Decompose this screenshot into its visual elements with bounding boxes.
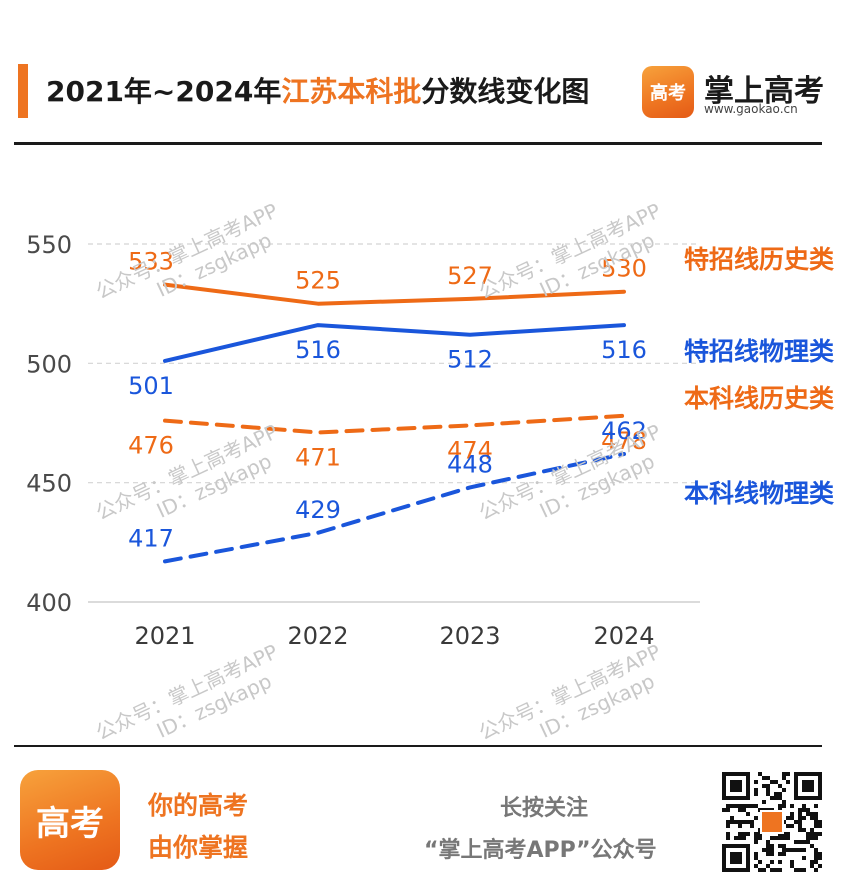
legend-label: 本科线物理类 [684,479,835,508]
data-label: 525 [295,267,341,295]
data-label: 533 [128,248,174,276]
data-label: 516 [295,336,341,364]
slogan-line2: 由你掌握 [148,833,249,862]
brand: 高考 掌上高考 www.gaokao.cn [642,66,828,120]
data-label: 476 [128,432,174,460]
follow-prompt: 长按关注 [500,796,589,821]
brand-name: 掌上高考 [704,74,824,109]
y-tick-label: 400 [26,589,72,617]
y-tick-label: 500 [26,350,72,378]
data-label: 512 [447,346,493,374]
score-line-chart: 533 525 527 530 501 516 512 516 476 471 474 478 417 4… [26,231,835,650]
series-line [163,452,626,564]
data-label: 478 [601,427,647,455]
brand-logo-icon: 高考 [642,66,694,118]
y-tick-label: 450 [26,470,72,498]
x-tick-label: 2021 [134,622,195,650]
app-logo-icon: 高考 [20,770,120,870]
footer-divider [14,745,822,747]
data-label: 474 [447,436,493,464]
data-label: 530 [601,255,647,283]
legend-label: 特招线物理类 [684,337,835,366]
x-tick-label: 2024 [593,622,654,650]
data-label: 516 [601,336,647,364]
page-title: 2021年~2024年江苏本科批分数线变化图 [46,70,589,110]
title-highlight: 江苏本科批 [281,75,422,108]
data-label: 417 [128,524,174,552]
title-accent-bar [18,64,28,118]
data-label: 527 [447,262,493,290]
title-suffix: 分数线变化图 [421,75,590,108]
data-label: 462 [601,417,647,445]
y-tick-label: 550 [26,231,72,259]
series-line [163,323,626,363]
series-line [163,282,626,306]
data-label: 471 [295,444,341,472]
series-line [163,413,626,435]
x-tick-label: 2022 [287,622,348,650]
qr-code-icon[interactable] [722,772,822,872]
follow-account: “掌上高考APP”公众号 [424,838,657,863]
legend-label: 本科线历史类 [684,384,835,413]
data-label: 501 [128,372,174,400]
header-divider [14,142,822,145]
data-label: 448 [447,450,493,478]
data-label: 429 [295,496,341,524]
legend-label: 特招线历史类 [684,245,835,274]
x-tick-label: 2023 [439,622,500,650]
slogan-line1: 你的高考 [148,791,249,820]
title-prefix: 2021年~2024年 [46,75,282,108]
brand-url: www.gaokao.cn [704,102,798,116]
